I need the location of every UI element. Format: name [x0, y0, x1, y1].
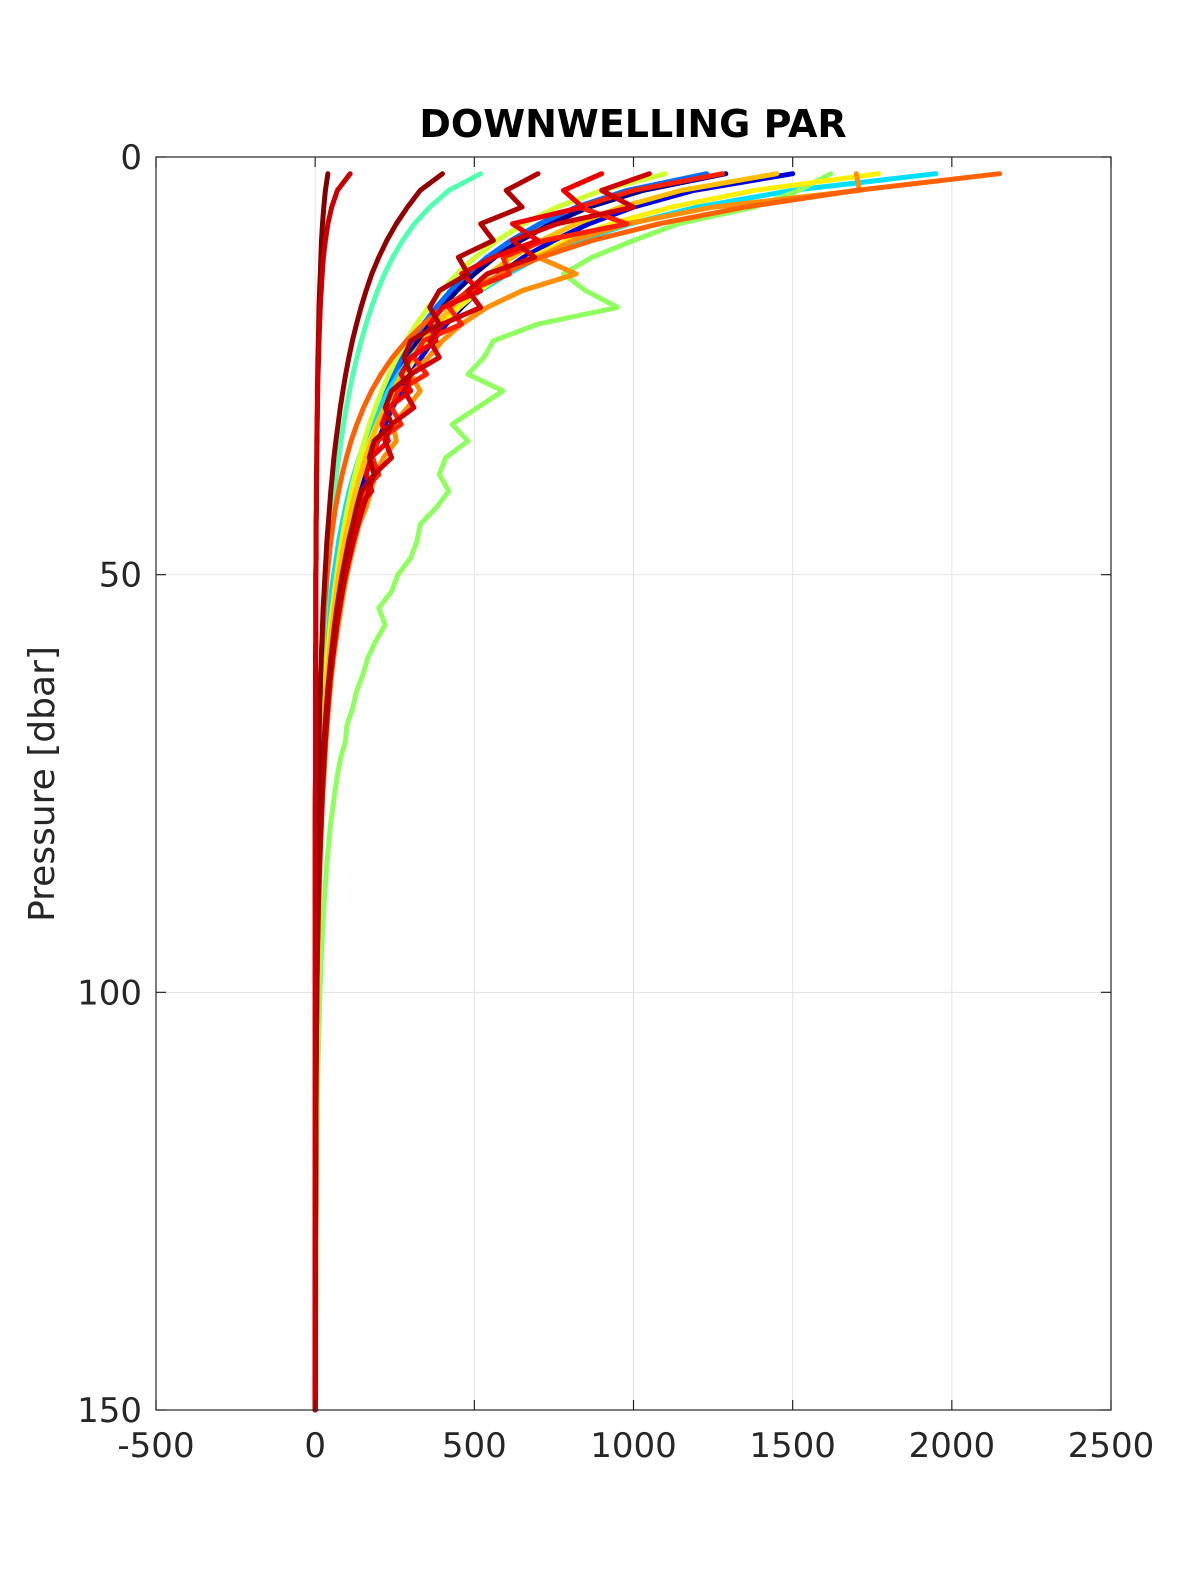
y-tick-labels: 0 50 100 150	[77, 138, 142, 1431]
x-tick-label: 500	[442, 1426, 507, 1466]
series-layer	[312, 171, 1003, 1413]
y-tick-label: 0	[120, 138, 142, 178]
x-tick-label: 1500	[749, 1426, 836, 1466]
y-axis-label: Pressure [dbar]	[22, 646, 63, 922]
profile-line-18	[312, 171, 353, 1413]
y-tick-label: 150	[77, 1391, 142, 1431]
x-tick-label: 1000	[590, 1426, 677, 1466]
x-tick-label: 0	[304, 1426, 326, 1466]
x-tick-label: -500	[117, 1426, 194, 1466]
x-tick-label: 2500	[1068, 1426, 1155, 1466]
y-tick-label: 50	[99, 556, 142, 596]
chart-title: DOWNWELLING PAR	[419, 102, 846, 146]
tick-marks	[155, 156, 1112, 1411]
y-tick-label: 100	[77, 973, 142, 1013]
x-tick-label: 2000	[909, 1426, 996, 1466]
x-tick-labels: -500 0 500 1000 1500 2000 2500	[117, 1426, 1154, 1466]
profile-line-6	[313, 171, 834, 1413]
